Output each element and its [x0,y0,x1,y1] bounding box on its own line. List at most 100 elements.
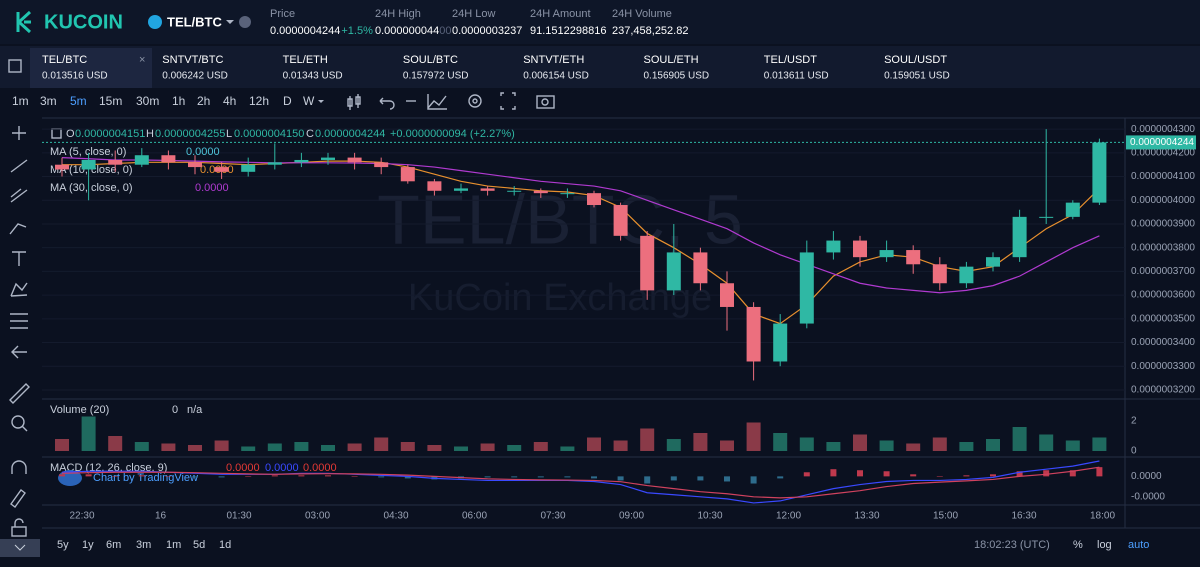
macd-hist-bar [990,474,996,477]
y-tick-label: 0.0000003700 [1131,266,1195,277]
range-button[interactable]: 5y [57,539,69,551]
close-tab[interactable]: × [139,54,145,66]
x-tick-label: 16:30 [1011,511,1036,522]
volume-bar [294,442,309,451]
interval-button[interactable]: 1m [12,94,29,108]
tab-pair[interactable]: TEL/BTC [42,54,87,66]
tab-price: 0.006154 USD [523,71,589,82]
tab-pair[interactable]: SOUL/BTC [403,54,458,66]
tab-price: 0.013516 USD [42,71,108,82]
tabs-icon[interactable] [8,59,22,73]
macd-hist-bar [803,472,810,477]
ma-value: 0.0000 [186,146,220,158]
candle-body [773,323,788,362]
pair-selector[interactable]: TEL/BTC [167,14,222,29]
interval-button[interactable]: 12h [249,94,269,108]
volume-bar [906,443,921,451]
candle-body [560,193,575,195]
logo-icon [16,10,32,34]
collapse-button[interactable] [0,539,40,557]
ma-legend: MA (10, close, 0) [50,164,133,176]
volume-bar [507,445,522,451]
range-button[interactable]: 1y [82,539,94,551]
tab-pair[interactable]: TEL/ETH [283,54,328,66]
log-toggle[interactable]: log [1097,539,1112,551]
volume-bar [188,445,202,451]
range-button[interactable]: 1m [166,539,181,551]
range-button[interactable]: 3m [136,539,151,551]
tradingview-credit[interactable]: Chart by TradingView [93,472,198,484]
volume-bar [55,439,69,451]
candle-body [906,250,921,265]
volume-tick-label: 2 [1131,416,1137,427]
top-bar [0,0,1200,44]
tab-pair[interactable]: SNTVT/BTC [162,54,223,66]
y-tick-label: 0.0000003300 [1131,361,1195,372]
candle-body [826,240,841,253]
x-tick-label: 09:00 [619,511,644,522]
interval-button[interactable]: 30m [136,94,159,108]
info-icon[interactable] [239,16,251,28]
y-tick-label: 0.0000004200 [1131,147,1195,158]
percent-toggle[interactable]: % [1073,539,1083,551]
legend-change: +0.0000000094 (+2.27%) [390,128,515,140]
legend-value: 0.0000004255 [155,128,225,140]
macd-tick-label: -0.0000 [1131,491,1165,502]
macd-hist-bar [644,476,651,484]
interval-button[interactable]: W [303,94,315,108]
stat-value: 0.0000003237 [452,25,522,37]
caret [14,544,26,551]
tradingview-logo [58,470,82,486]
volume-legend: Volume (20) [50,404,109,416]
volume-bar [1039,434,1054,451]
macd-hist-bar [325,475,331,477]
macd-hist-bar [857,470,863,477]
volume-bar [986,439,1000,451]
interval-button[interactable]: 2h [197,94,210,108]
logo[interactable]: KUCOIN [44,11,123,33]
tab-pair[interactable]: SOUL/ETH [644,54,699,66]
macd-hist-bar [537,476,544,478]
candle-body [321,157,335,160]
volume-bar [720,440,734,451]
range-button[interactable]: 6m [106,539,121,551]
candle-body [347,157,362,163]
macd-hist-bar [617,476,624,481]
interval-button[interactable]: 1h [172,94,185,108]
interval-button[interactable]: 3m [40,94,57,108]
macd-hist-bar [1069,470,1076,477]
x-tick-label: 03:00 [305,511,330,522]
x-tick-label: 12:00 [776,511,801,522]
legend-h: H [146,128,154,140]
legend-c: C [306,128,314,140]
macd-hist-bar [85,474,92,477]
tab-pair[interactable]: TEL/USDT [764,54,817,66]
macd-hist-bar [1016,471,1023,477]
candle-body [214,167,229,172]
candle-body [374,162,389,168]
tab-pair[interactable]: SOUL/USDT [884,54,947,66]
x-tick-label: 18:00 [1090,511,1115,522]
macd-hist-bar [192,476,198,478]
y-tick-label: 0.0000004100 [1131,171,1195,182]
pane-borders [42,117,1200,529]
tab-price: 0.013611 USD [764,71,829,82]
macd-hist-bar [165,476,172,477]
auto-toggle[interactable]: auto [1128,539,1149,551]
tab-price: 0.157972 USD [403,71,469,82]
interval-button[interactable]: 5m [70,94,87,108]
legend-value: 0.0000004150 [234,128,304,140]
tab-pair[interactable]: SNTVT/ETH [523,54,584,66]
interval-button[interactable]: 15m [99,94,122,108]
coin-icon [148,15,162,29]
legend-l: L [226,128,232,140]
interval-button[interactable]: 4h [223,94,236,108]
range-button[interactable]: 5d [193,539,205,551]
tab-price: 0.006242 USD [162,71,228,82]
range-button[interactable]: 1d [219,539,231,551]
volume-bar [799,437,814,451]
stat-value: 91.1512298816 [530,25,606,37]
stat-change: +1.5% [341,25,373,37]
interval-button[interactable]: D [283,94,292,108]
